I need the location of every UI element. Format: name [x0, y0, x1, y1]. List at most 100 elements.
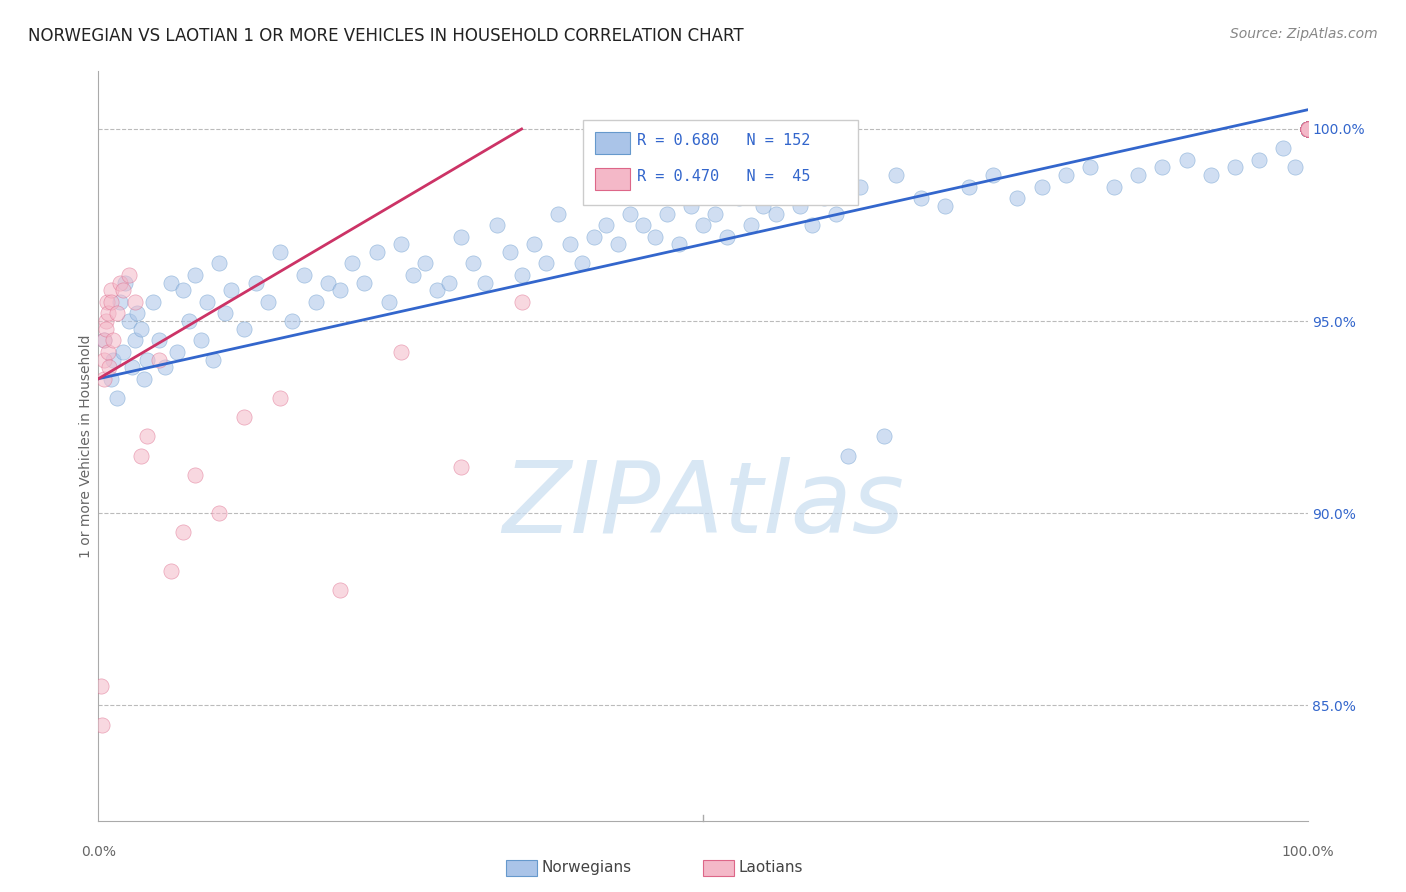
- Point: [1054, 168, 1077, 182]
- Point: [1249, 153, 1271, 167]
- Point: [1296, 122, 1319, 136]
- Point: [402, 268, 425, 282]
- Point: [1296, 122, 1319, 136]
- Point: [1296, 122, 1319, 136]
- Point: [93, 334, 115, 348]
- Point: [463, 256, 485, 270]
- Point: [1296, 122, 1319, 136]
- Point: [1296, 122, 1319, 136]
- Text: Norwegians: Norwegians: [541, 861, 631, 875]
- Text: ZIPAtlas: ZIPAtlas: [502, 458, 904, 555]
- Point: [765, 206, 787, 220]
- Point: [184, 467, 207, 482]
- Point: [153, 360, 176, 375]
- Point: [583, 229, 606, 244]
- Point: [269, 391, 291, 405]
- Point: [644, 229, 666, 244]
- Y-axis label: 1 or more Vehicles in Household: 1 or more Vehicles in Household: [79, 334, 93, 558]
- Point: [269, 244, 291, 259]
- Point: [389, 344, 412, 359]
- Point: [728, 191, 751, 205]
- Point: [353, 276, 375, 290]
- Point: [1296, 122, 1319, 136]
- Point: [1296, 122, 1319, 136]
- Point: [1296, 122, 1319, 136]
- Point: [1296, 122, 1319, 136]
- Point: [148, 352, 170, 367]
- Point: [316, 276, 339, 290]
- Point: [101, 334, 124, 348]
- Point: [1296, 122, 1319, 136]
- Point: [1078, 161, 1101, 175]
- Point: [121, 360, 143, 375]
- Point: [1128, 168, 1150, 182]
- Point: [93, 352, 115, 367]
- Point: [1296, 122, 1319, 136]
- Point: [655, 206, 678, 220]
- Text: Source: ZipAtlas.com: Source: ZipAtlas.com: [1230, 27, 1378, 41]
- Point: [1296, 122, 1319, 136]
- Point: [776, 179, 799, 194]
- Point: [1296, 122, 1319, 136]
- Point: [1296, 122, 1319, 136]
- Point: [934, 199, 956, 213]
- Point: [426, 284, 449, 298]
- Point: [1296, 122, 1319, 136]
- Point: [1175, 153, 1198, 167]
- Text: R = 0.470   N =  45: R = 0.470 N = 45: [637, 169, 810, 184]
- Point: [100, 372, 122, 386]
- Point: [94, 314, 117, 328]
- Point: [129, 449, 152, 463]
- Point: [142, 294, 165, 309]
- Point: [172, 525, 194, 540]
- Point: [450, 229, 472, 244]
- Point: [1296, 122, 1319, 136]
- Point: [1296, 122, 1319, 136]
- Point: [1296, 122, 1319, 136]
- Point: [1296, 122, 1319, 136]
- Point: [1296, 122, 1319, 136]
- Point: [619, 206, 641, 220]
- Point: [595, 218, 617, 232]
- Point: [752, 199, 775, 213]
- Point: [1296, 122, 1319, 136]
- Point: [208, 256, 231, 270]
- Point: [474, 276, 496, 290]
- Point: [631, 218, 654, 232]
- Point: [366, 244, 388, 259]
- Text: 0.0%: 0.0%: [82, 845, 115, 859]
- Point: [232, 410, 254, 425]
- Point: [692, 218, 714, 232]
- Point: [1296, 122, 1319, 136]
- Point: [1296, 122, 1319, 136]
- Point: [292, 268, 315, 282]
- Point: [1296, 122, 1319, 136]
- Point: [1296, 122, 1319, 136]
- Point: [1296, 122, 1319, 136]
- Point: [523, 237, 546, 252]
- Point: [668, 237, 690, 252]
- Point: [1296, 122, 1319, 136]
- Point: [1296, 122, 1319, 136]
- Point: [849, 179, 872, 194]
- Point: [837, 449, 859, 463]
- Point: [1296, 122, 1319, 136]
- Point: [1296, 122, 1319, 136]
- Point: [1223, 161, 1246, 175]
- Point: [873, 429, 896, 443]
- Point: [1296, 122, 1319, 136]
- Point: [1199, 168, 1222, 182]
- Point: [1296, 122, 1319, 136]
- Point: [202, 352, 225, 367]
- Point: [534, 256, 557, 270]
- Point: [329, 583, 352, 598]
- Point: [100, 294, 122, 309]
- Point: [329, 284, 352, 298]
- Point: [1296, 122, 1319, 136]
- Point: [1296, 122, 1319, 136]
- Point: [93, 334, 115, 348]
- Point: [1296, 122, 1319, 136]
- Point: [389, 237, 412, 252]
- Point: [232, 322, 254, 336]
- Point: [342, 256, 364, 270]
